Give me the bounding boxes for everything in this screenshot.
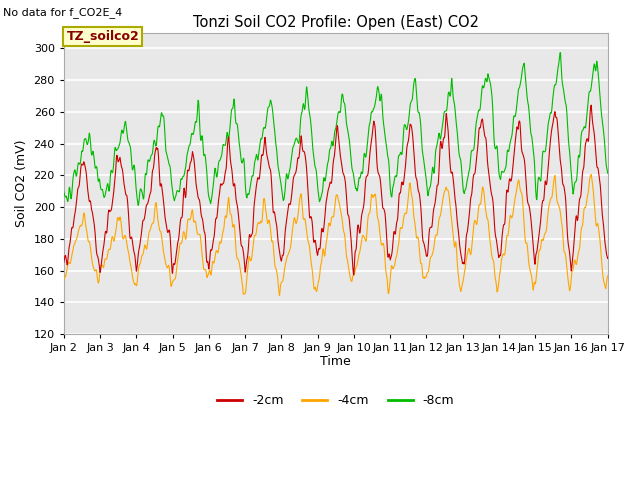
Text: TZ_soilco2: TZ_soilco2 [67, 30, 140, 43]
Title: Tonzi Soil CO2 Profile: Open (East) CO2: Tonzi Soil CO2 Profile: Open (East) CO2 [193, 15, 479, 30]
X-axis label: Time: Time [321, 355, 351, 368]
Y-axis label: Soil CO2 (mV): Soil CO2 (mV) [15, 140, 28, 227]
Legend: -2cm, -4cm, -8cm: -2cm, -4cm, -8cm [212, 389, 460, 412]
Text: No data for f_CO2E_4: No data for f_CO2E_4 [3, 7, 122, 18]
